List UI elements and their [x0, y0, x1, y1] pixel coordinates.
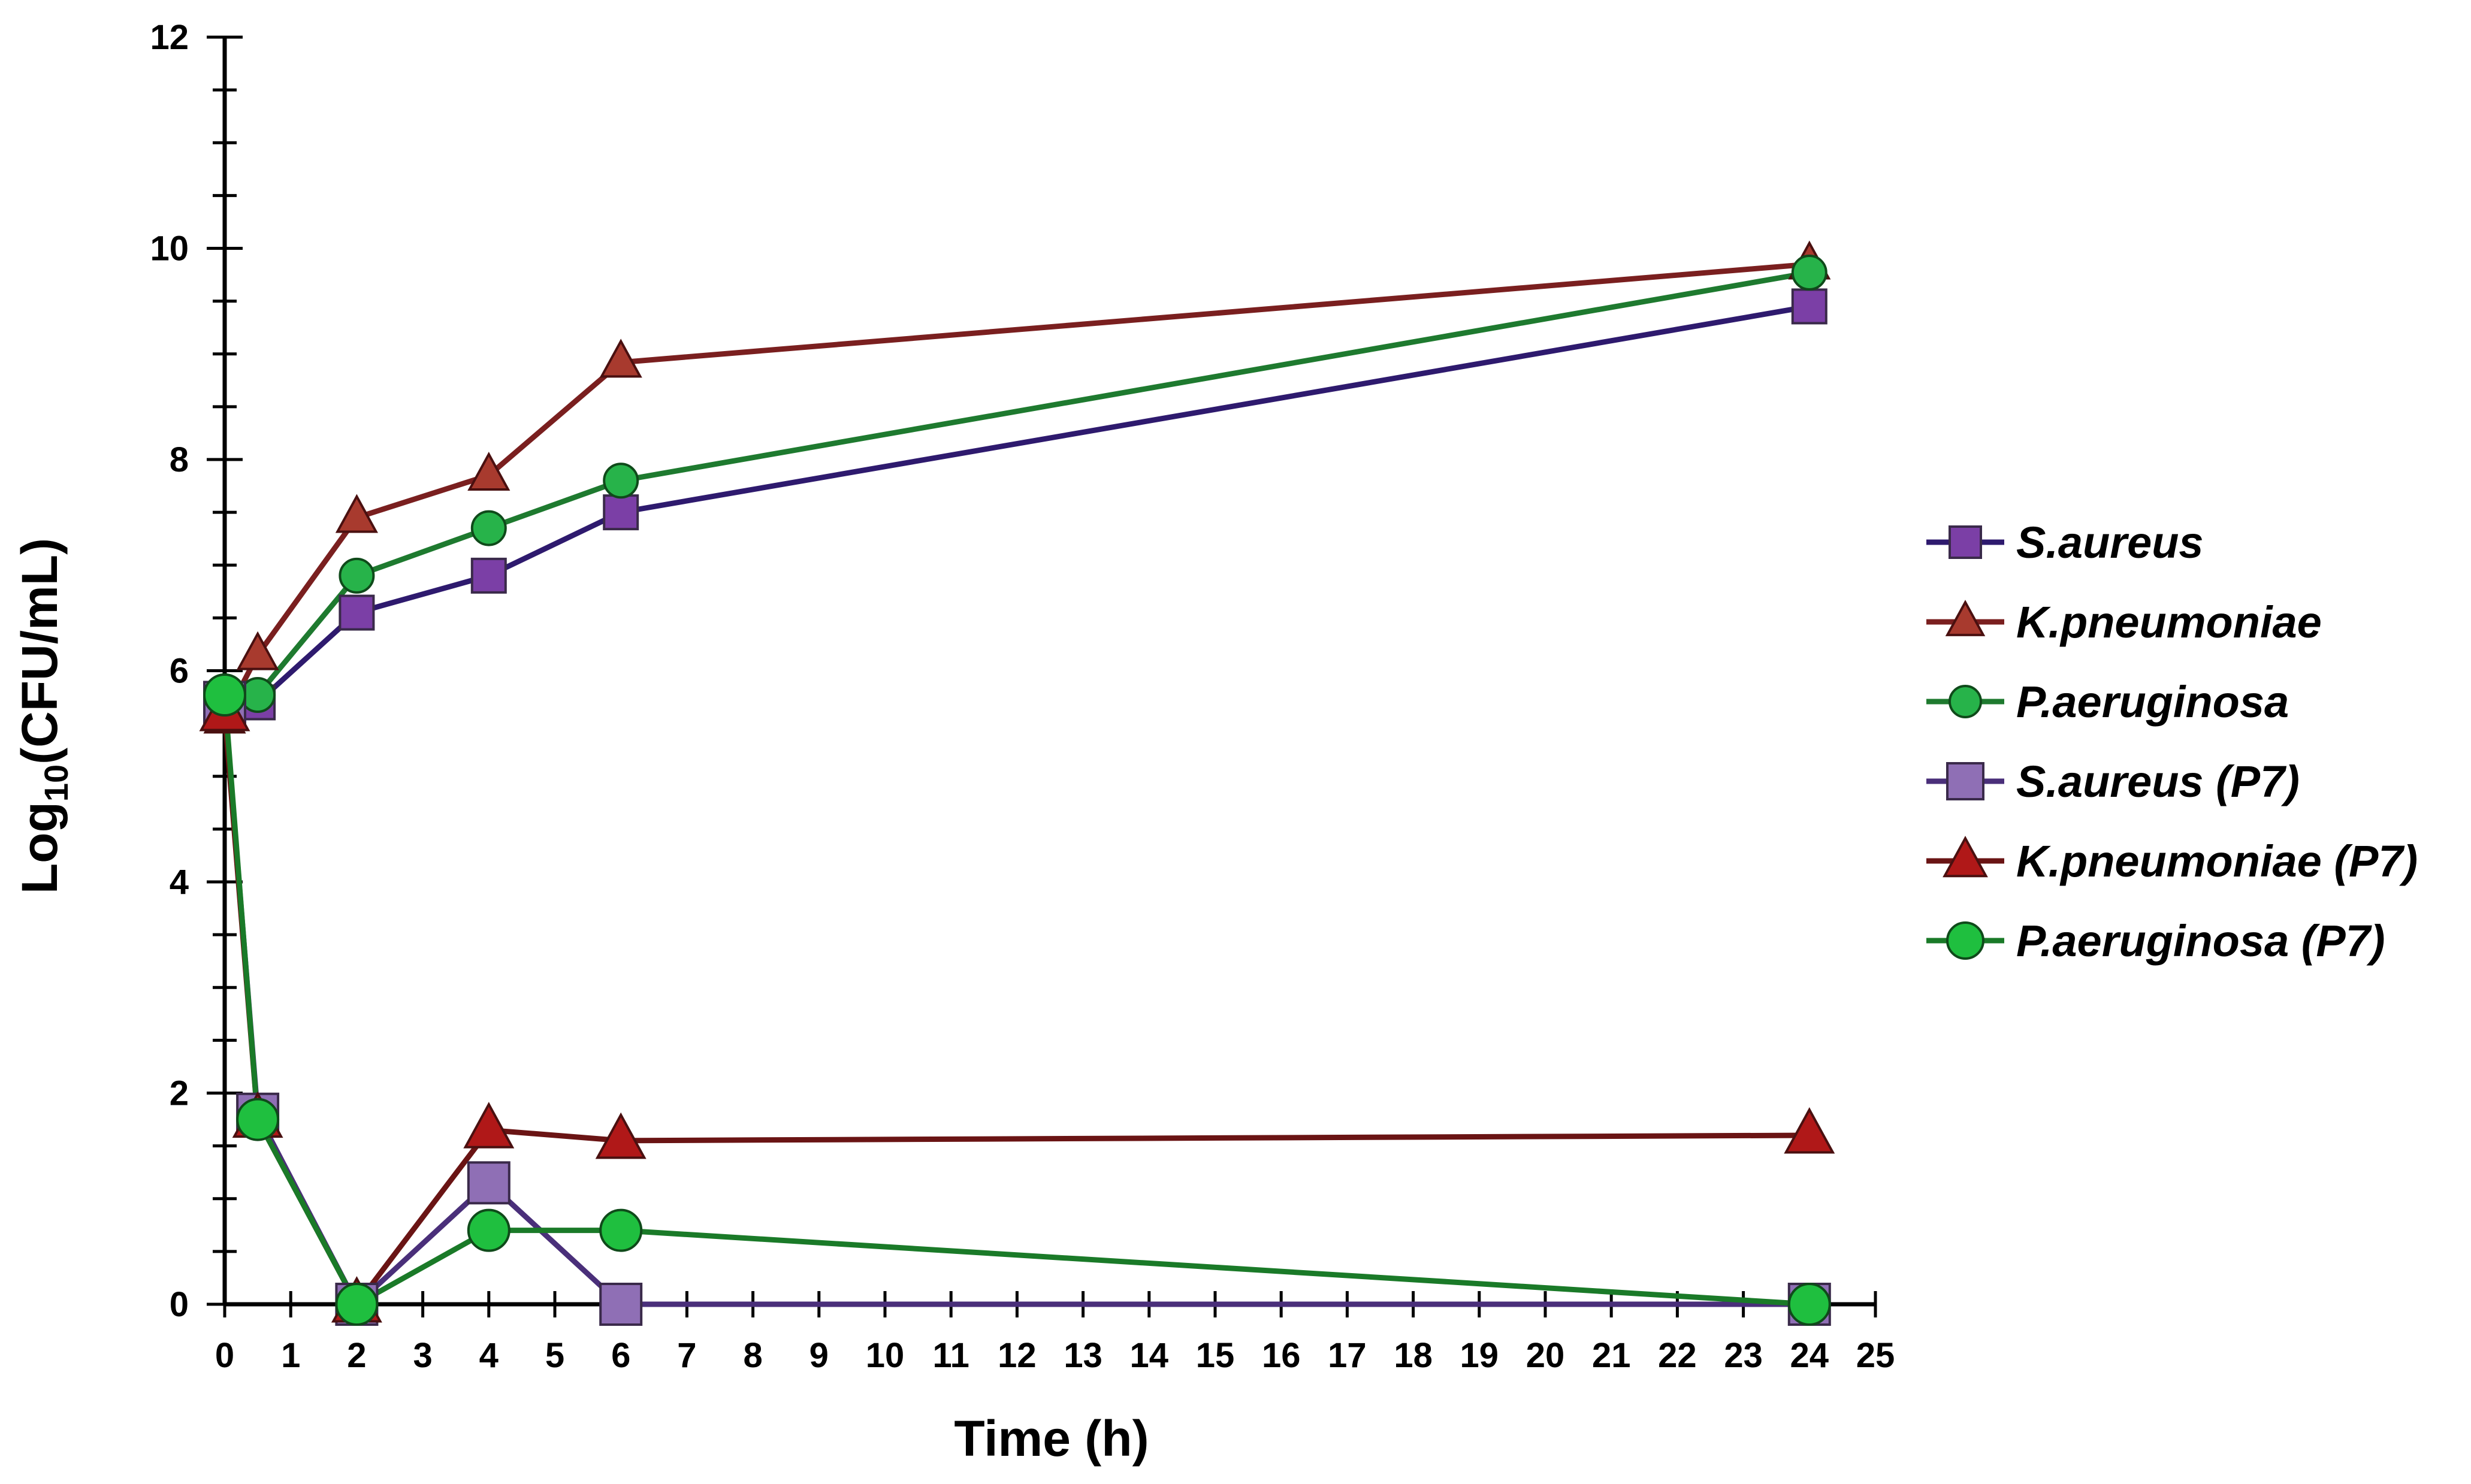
data-point-2-5	[1791, 255, 1827, 291]
legend: S.aureus K.pneumoniae P.aeruginosa S.aureus…	[1926, 518, 2418, 966]
legend-marker-2	[1949, 685, 1982, 718]
y-tick-label: 6	[170, 652, 189, 691]
legend-marker-1	[1945, 600, 1986, 636]
x-tick-label: 4	[479, 1336, 499, 1375]
data-point-5-3	[467, 1208, 510, 1252]
series-line-4	[222, 712, 1810, 1307]
series-markers	[199, 240, 1835, 1326]
x-tick-label: 21	[1592, 1336, 1631, 1375]
x-tick-label: 19	[1460, 1336, 1499, 1375]
x-tick-label: 11	[933, 1336, 969, 1375]
y-tick-label: 4	[170, 863, 189, 902]
x-tick-label: 18	[1394, 1336, 1433, 1375]
x-axis-title: Time (h)	[954, 1410, 1149, 1467]
data-point-5-4	[599, 1208, 643, 1252]
y-axis-title-rest: (CFU/mL)	[11, 538, 68, 764]
data-point-5-0	[203, 673, 246, 717]
series-line-5	[222, 694, 1810, 1307]
data-point-0-5	[1791, 288, 1827, 325]
x-tick-label: 3	[413, 1336, 432, 1375]
data-point-5-1	[236, 1098, 280, 1141]
y-axis-title-subscript: 10	[37, 764, 75, 802]
series-line-0	[225, 304, 1810, 705]
data-point-0-2	[339, 594, 375, 631]
x-tick-label: 20	[1526, 1336, 1565, 1375]
y-tick-label: 0	[170, 1285, 189, 1324]
data-point-2-4	[603, 463, 639, 499]
data-point-0-3	[470, 557, 507, 594]
x-tick-label: 16	[1262, 1336, 1301, 1375]
x-tick-label: 14	[1130, 1336, 1169, 1375]
x-tick-label: 8	[743, 1336, 762, 1375]
x-tick-label: 12	[998, 1336, 1037, 1375]
data-point-4-5	[1784, 1107, 1835, 1154]
y-axis-title: Log10(CFU/mL)	[11, 538, 75, 894]
x-tick-label: 1	[281, 1336, 300, 1375]
x-tick-label: 23	[1724, 1336, 1763, 1375]
data-point-1-1	[236, 631, 279, 670]
series-line-3	[222, 702, 1810, 1307]
x-tick-label: 25	[1856, 1336, 1895, 1375]
legend-marker-0	[1949, 525, 1982, 559]
legend-marker-3	[1946, 762, 1984, 800]
legend-label-2: P.aeruginosa	[2016, 677, 2289, 727]
x-tick-label: 17	[1328, 1336, 1367, 1375]
y-tick-label: 8	[170, 440, 189, 479]
data-point-3-4	[599, 1283, 643, 1326]
data-point-2-2	[339, 557, 375, 594]
x-tick-label: 24	[1790, 1336, 1829, 1375]
x-tick-label: 6	[611, 1336, 630, 1375]
data-point-1-3	[467, 451, 510, 491]
y-tick-label: 2	[170, 1074, 189, 1113]
data-point-5-5	[1787, 1283, 1831, 1326]
x-tick-label: 15	[1196, 1336, 1235, 1375]
y-tick-label: 12	[150, 18, 189, 57]
data-point-1-4	[599, 338, 642, 378]
x-tick-label: 9	[809, 1336, 829, 1375]
y-tick-label: 10	[150, 229, 189, 268]
x-tick-label: 5	[545, 1336, 564, 1375]
data-point-5-2	[335, 1283, 379, 1326]
legend-label-3: S.aureus (P7)	[2016, 757, 2300, 806]
data-point-3-3	[467, 1161, 510, 1205]
x-tick-label: 7	[677, 1336, 696, 1375]
x-tick-label: 13	[1064, 1336, 1102, 1375]
data-point-1-2	[335, 494, 378, 533]
y-axis-title-main: Log	[11, 802, 68, 894]
legend-marker-5	[1946, 921, 1984, 960]
x-tick-label: 22	[1658, 1336, 1697, 1375]
legend-label-5: P.aeruginosa (P7)	[2016, 916, 2385, 966]
data-point-2-3	[470, 510, 507, 546]
series-line-1	[222, 261, 1810, 720]
data-point-4-3	[463, 1102, 515, 1148]
x-tick-label: 0	[215, 1336, 234, 1375]
data-point-4-4	[595, 1112, 647, 1159]
x-tick-label: 10	[866, 1336, 905, 1375]
x-tick-label: 2	[347, 1336, 366, 1375]
data-point-0-4	[603, 494, 639, 531]
legend-marker-4	[1943, 836, 1988, 878]
legend-label-4: K.pneumoniae (P7)	[2016, 836, 2418, 886]
series-lines	[222, 261, 1810, 1307]
legend-label-1: K.pneumoniae	[2016, 597, 2322, 647]
legend-label-0: S.aureus	[2016, 518, 2204, 567]
